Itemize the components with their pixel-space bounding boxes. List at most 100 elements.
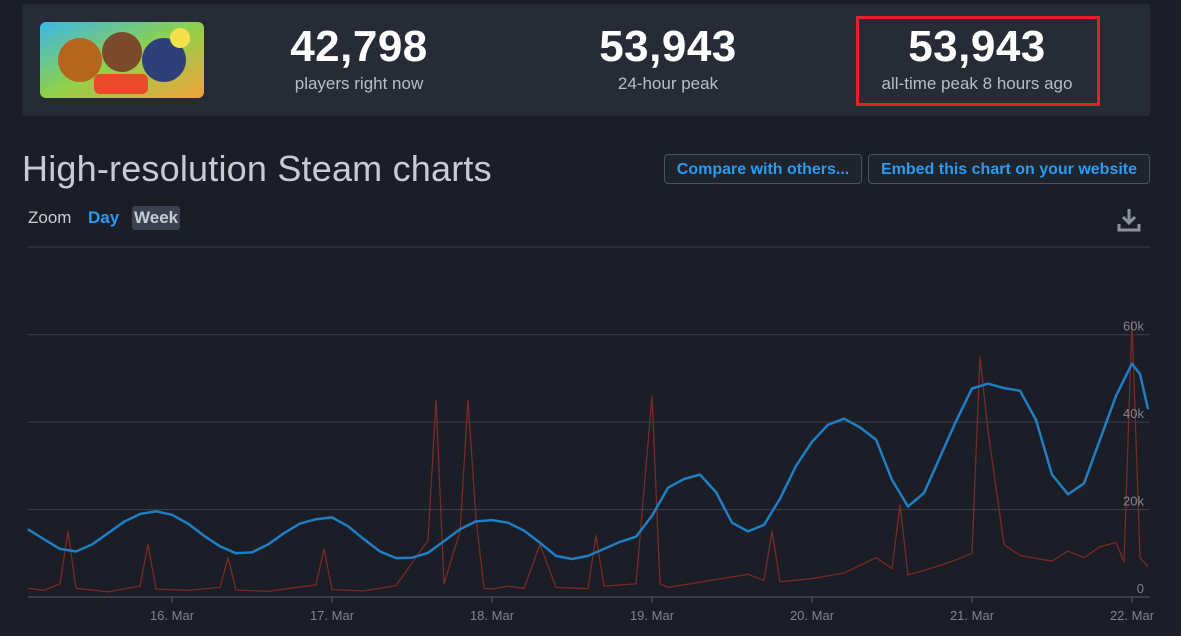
twitch-data-point — [779, 581, 781, 583]
twitch-data-point — [67, 530, 69, 532]
x-tick-label: 19. Mar — [630, 608, 675, 623]
players-data-point — [811, 441, 813, 443]
twitch-data-point — [1083, 557, 1085, 559]
twitch-data-point — [1139, 557, 1141, 559]
day-peak-label: 24-hour peak — [617, 74, 719, 93]
players-data-point — [459, 528, 461, 530]
current-players-stat: 42,798 players right now — [249, 4, 469, 94]
players-data-point — [923, 492, 925, 494]
twitch-data-point — [475, 517, 477, 519]
twitch-data-point — [59, 583, 61, 585]
twitch-data-point — [811, 578, 813, 580]
y-tick-label: 0 — [1137, 581, 1144, 596]
players-data-point — [107, 532, 109, 534]
twitch-data-point — [955, 559, 957, 561]
compare-button[interactable]: Compare with others... — [664, 154, 862, 184]
players-data-point — [267, 543, 269, 546]
twitch-data-point — [1051, 560, 1053, 562]
embed-button[interactable]: Embed this chart on your website — [868, 154, 1150, 184]
twitch-data-point — [667, 586, 669, 588]
twitch-data-point — [683, 584, 685, 586]
all-time-peak-stat: 53,943 all-time peak 8 hours ago — [867, 4, 1087, 94]
all-time-peak-label: all-time peak 8 hours ago — [881, 74, 1073, 93]
y-tick-label: 60k — [1123, 319, 1144, 334]
players-data-point — [891, 479, 893, 481]
players-data-point — [347, 525, 349, 527]
day-peak-value: 53,943 — [599, 22, 737, 71]
all-time-peak-value: 53,943 — [908, 22, 1046, 71]
players-data-point — [27, 528, 29, 530]
twitch-data-point — [1123, 561, 1125, 563]
section-title: High-resolution Steam charts — [22, 148, 492, 189]
twitch-data-point — [75, 587, 77, 589]
players-data-point — [603, 548, 605, 550]
players-data-point — [971, 387, 973, 390]
twitch-data-point — [147, 543, 149, 546]
players-data-point — [155, 510, 157, 512]
twitch-data-point — [771, 530, 773, 532]
zoom-week-button[interactable]: Week — [132, 206, 181, 230]
twitch-data-point — [1115, 541, 1117, 543]
twitch-data-point — [1067, 550, 1069, 552]
twitch-data-point — [467, 399, 469, 401]
game-logo[interactable] — [40, 22, 204, 98]
twitch-data-point — [219, 586, 221, 588]
download-icon[interactable] — [1116, 206, 1142, 234]
players-data-point — [683, 478, 685, 480]
players-data-point — [315, 518, 317, 520]
twitch-data-point — [507, 585, 509, 587]
twitch-data-point — [235, 589, 237, 591]
twitch-data-point — [971, 552, 973, 554]
players-data-point — [523, 530, 525, 532]
twitch-data-point — [323, 548, 325, 550]
twitch-data-point — [227, 557, 229, 559]
players-data-point — [139, 513, 141, 515]
players-data-point — [779, 498, 781, 500]
twitch-data-point — [659, 583, 661, 585]
y-tick-label: 20k — [1123, 494, 1144, 509]
players-data-point — [859, 426, 861, 428]
players-data-point — [379, 550, 381, 553]
players-data-point — [235, 552, 237, 554]
twitch-data-point — [595, 535, 597, 537]
players-data-point — [59, 548, 61, 550]
players-data-point — [875, 439, 877, 441]
players-data-point — [123, 521, 125, 523]
players-data-point — [363, 538, 365, 540]
players-data-point — [715, 491, 717, 493]
players-data-point — [827, 424, 829, 426]
players-data-point — [1035, 419, 1037, 421]
zoom-day-button[interactable]: Day — [88, 208, 120, 227]
twitch-data-point — [27, 587, 29, 589]
twitch-data-point — [363, 590, 365, 592]
stats-header: 42,798 players right now 53,943 24-hour … — [22, 4, 1150, 116]
players-data-point — [427, 552, 429, 554]
twitch-data-point — [651, 395, 653, 397]
twitch-data-point — [715, 578, 717, 581]
players-data-point — [395, 557, 397, 559]
twitch-data-point — [979, 356, 981, 358]
players-data-point — [763, 524, 765, 526]
players-data-point — [1003, 387, 1005, 389]
twitch-data-point — [491, 588, 493, 590]
players-data-point — [475, 520, 477, 522]
twitch-data-point — [139, 585, 141, 587]
twitch-data-point — [107, 591, 109, 593]
twitch-data-point — [987, 430, 989, 432]
twitch-data-point — [891, 568, 893, 570]
players-data-point — [283, 532, 285, 534]
current-players-label: players right now — [294, 74, 424, 93]
players-data-point — [187, 523, 189, 525]
players-data-point — [619, 541, 621, 543]
players-data-point — [1083, 482, 1085, 484]
players-data-point — [955, 420, 957, 422]
twitch-data-point — [939, 564, 941, 567]
twitch-data-point — [635, 583, 637, 585]
players-data-point — [1019, 390, 1021, 392]
twitch-data-point — [747, 573, 749, 575]
twitch-data-point — [267, 590, 269, 592]
players-data-point — [75, 550, 77, 553]
players-data-point — [1139, 373, 1141, 375]
twitch-data-point — [187, 589, 189, 591]
highlight-box — [856, 16, 1100, 106]
